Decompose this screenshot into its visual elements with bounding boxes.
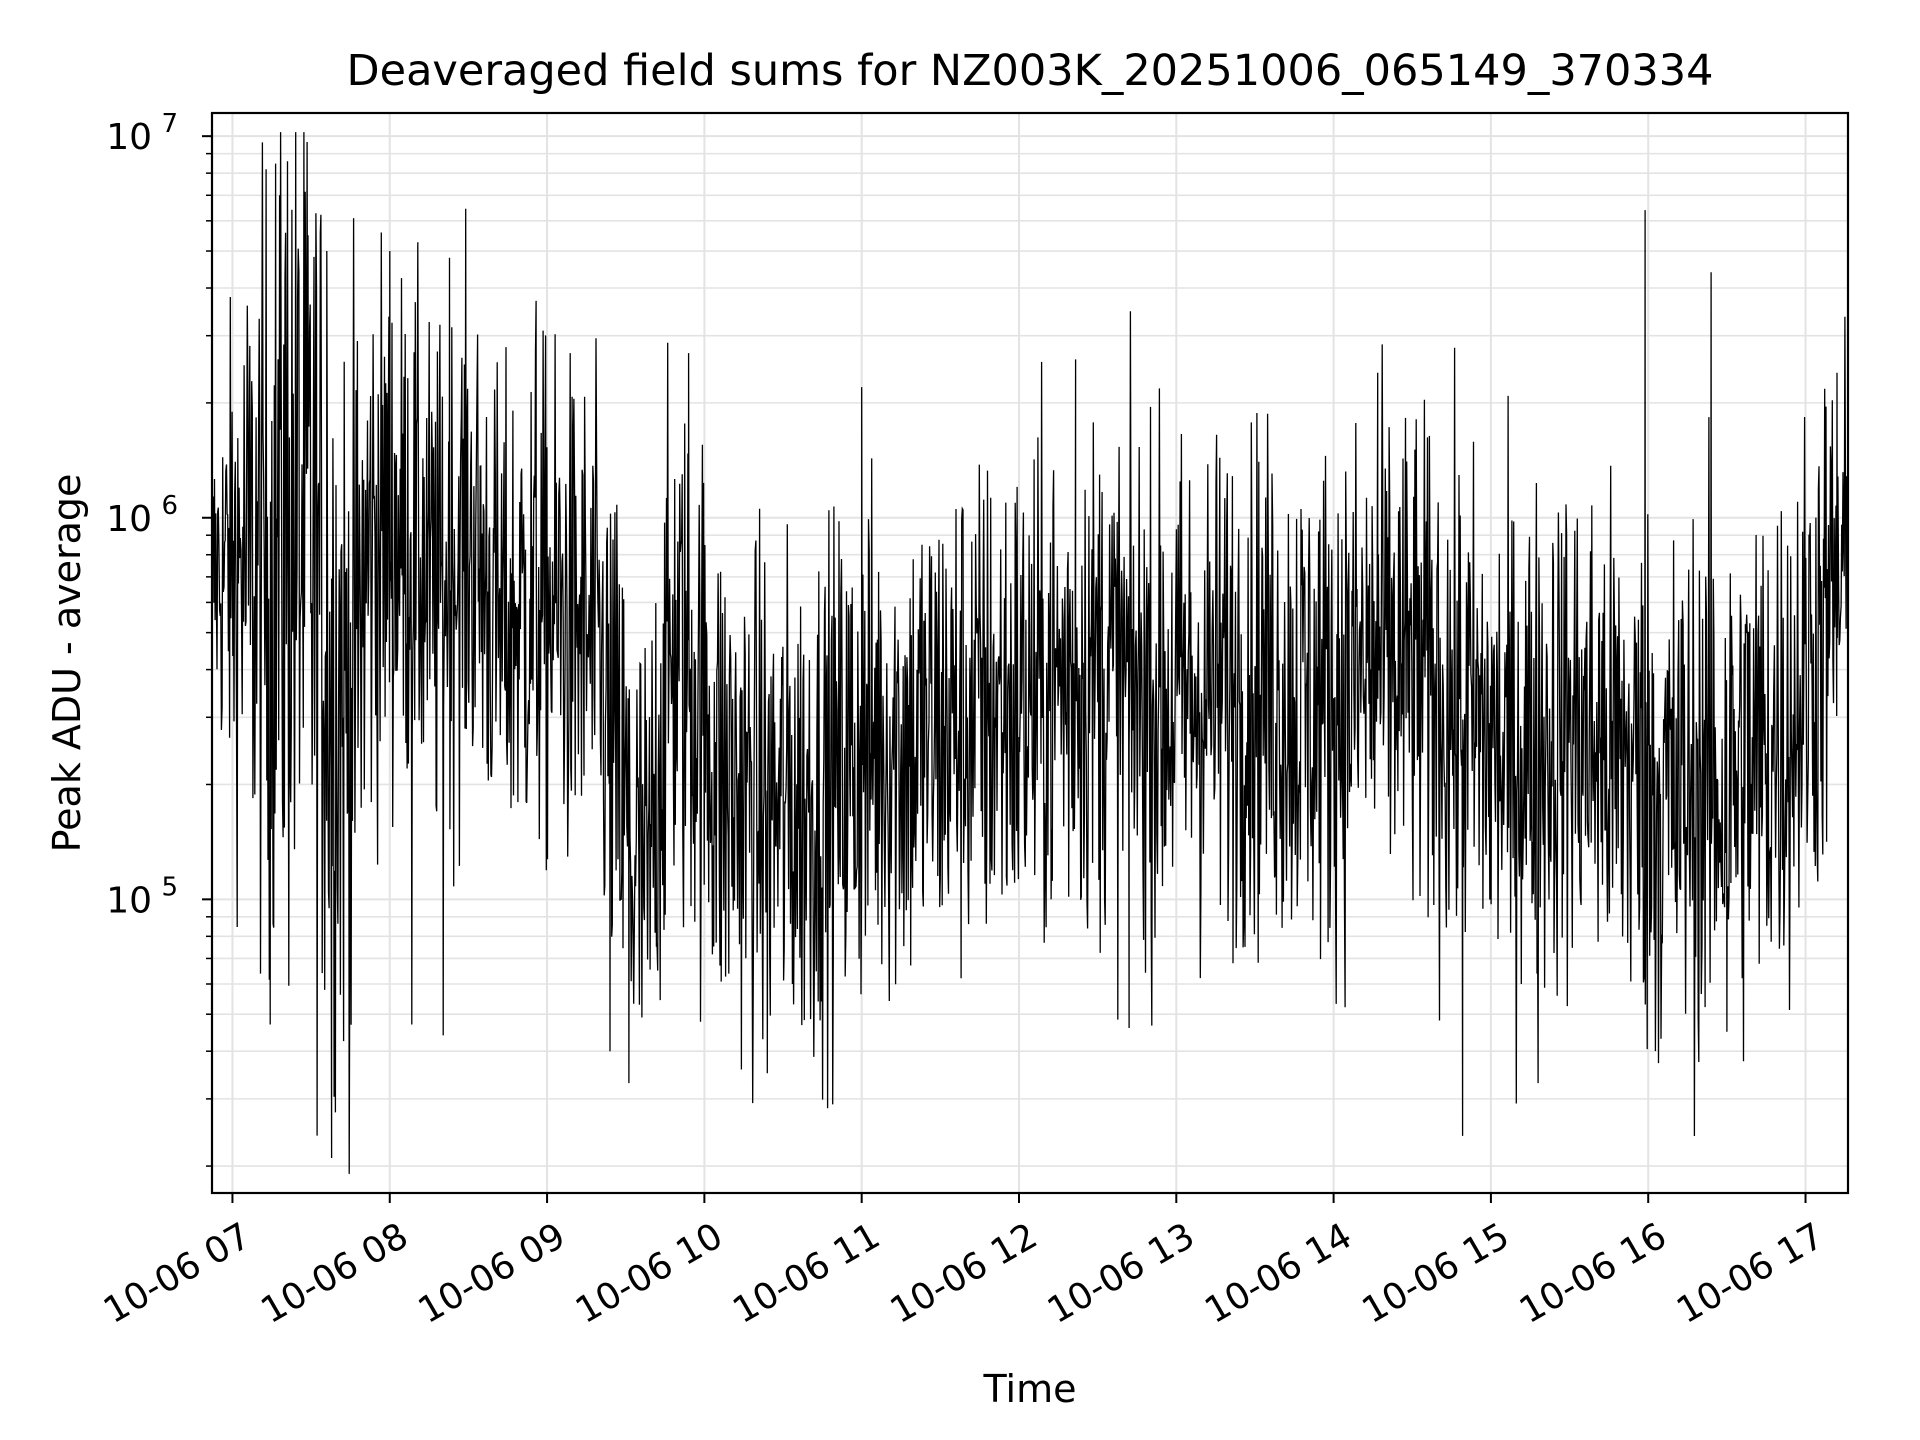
y-tick-label: 10 <box>106 117 152 158</box>
y-tick-base: 10 <box>106 499 152 540</box>
x-axis-label: Time <box>983 1367 1077 1411</box>
y-tick-exponent: 5 <box>161 872 178 902</box>
y-tick-label: 10 <box>106 499 152 540</box>
series-line <box>212 132 1848 1174</box>
y-tick-base: 10 <box>106 880 152 921</box>
y-tick-label: 10 <box>106 880 152 921</box>
y-axis-label: Peak ADU - average <box>45 474 89 853</box>
series-layer <box>212 132 1848 1174</box>
y-tick-exponent: 7 <box>161 109 178 139</box>
y-tick-base: 10 <box>106 117 152 158</box>
chart-title: Deaveraged field sums for NZ003K_2025100… <box>347 46 1714 96</box>
plot-frame <box>210 111 1850 1195</box>
y-tick-exponent: 6 <box>161 491 178 521</box>
